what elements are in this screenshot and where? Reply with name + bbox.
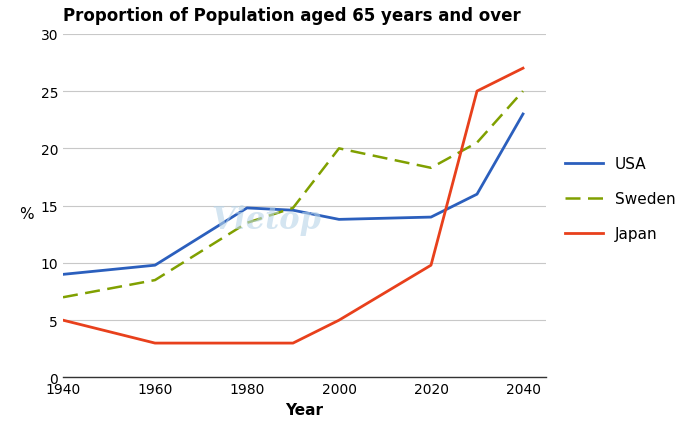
Y-axis label: %: % — [20, 206, 34, 221]
Legend: USA, Sweden, Japan: USA, Sweden, Japan — [559, 151, 682, 248]
X-axis label: Year: Year — [286, 402, 323, 417]
Text: Vietop: Vietop — [211, 204, 321, 235]
Text: Proportion of Population aged 65 years and over: Proportion of Population aged 65 years a… — [63, 7, 521, 25]
